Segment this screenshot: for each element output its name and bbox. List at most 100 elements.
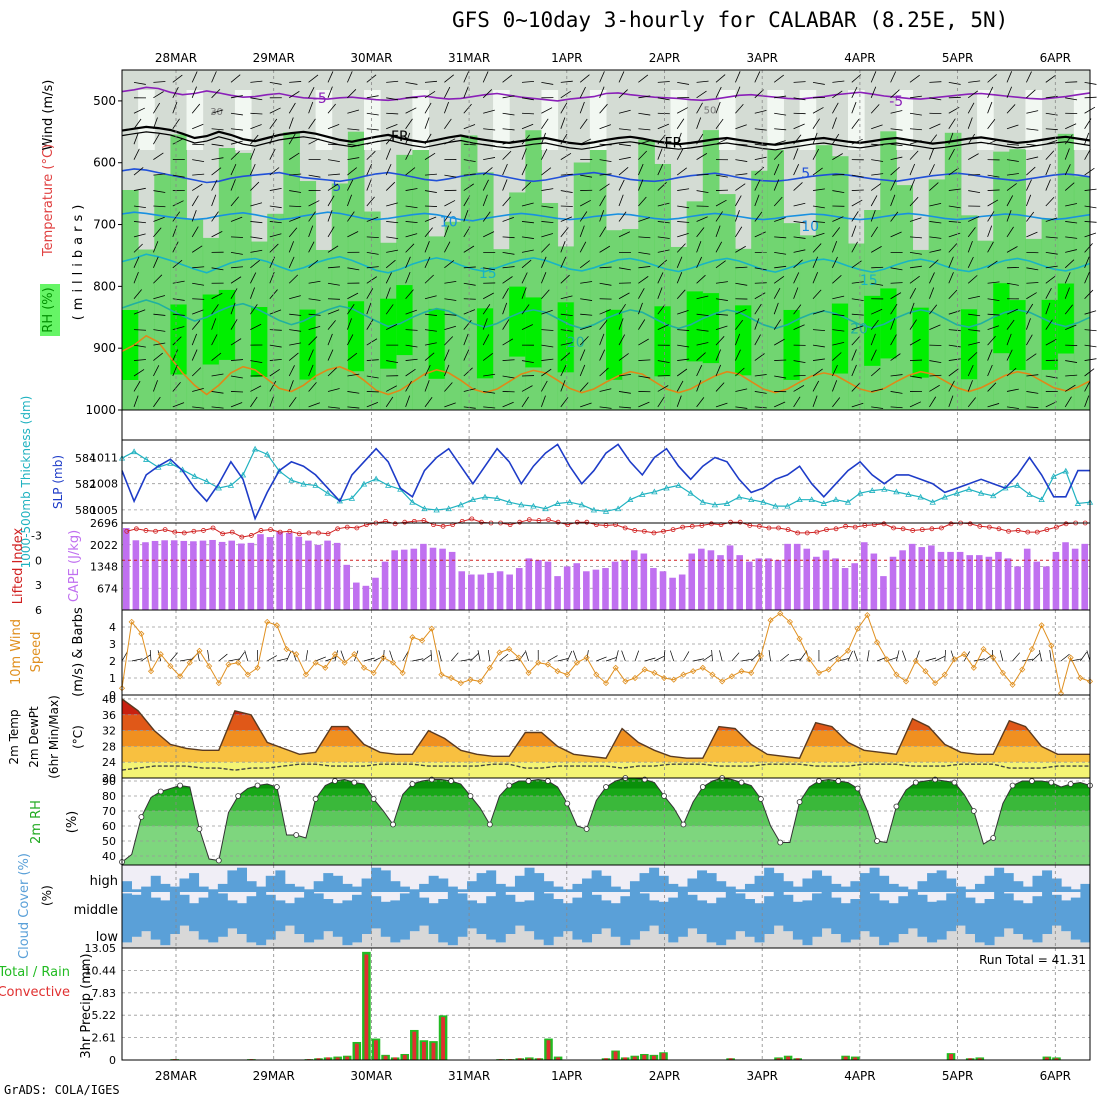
cape-bar (966, 555, 973, 610)
rh-point (1067, 781, 1074, 787)
rh-point (351, 779, 358, 786)
wind-barb (909, 95, 922, 99)
wind-barb (987, 241, 994, 253)
cloud-bar-low (534, 939, 545, 948)
wind-barb (832, 102, 839, 114)
cloud-bar-low (831, 934, 842, 948)
wind-barb (385, 272, 392, 284)
wind-barb (715, 260, 726, 269)
wind-barb (327, 123, 340, 130)
wind-barb (832, 117, 837, 129)
li-point (325, 531, 331, 537)
wind-barb (211, 352, 222, 361)
wind10m-point (138, 630, 145, 637)
wind-barb (696, 295, 709, 300)
wind-barb (405, 167, 416, 176)
wind10m-point (409, 634, 416, 641)
cloud-bar-middle (716, 897, 727, 920)
wind-barb (832, 397, 841, 408)
rh-cell (783, 309, 801, 380)
wind-barb (230, 179, 236, 191)
wind-barb (366, 128, 379, 131)
wind-barb (987, 403, 1000, 408)
wind-barb (1026, 406, 1039, 409)
rh-cell (364, 211, 381, 410)
date-tick-label-bottom: 5APR (942, 1069, 973, 1083)
cloud-bar-high (783, 881, 794, 892)
cloud-bar-middle (1051, 894, 1062, 920)
cloud-bar-high (773, 873, 784, 892)
wind-barb (502, 112, 515, 116)
wind-barb (987, 174, 1000, 178)
credit-label: GrADS: COLA/IGES (4, 1083, 120, 1097)
cape-bar (295, 536, 303, 610)
wind-barb (211, 157, 224, 161)
wind-barb (133, 395, 139, 408)
cloud-bar-low-fill (994, 920, 1005, 937)
cloud-bar-low (706, 942, 717, 948)
wind-barb (948, 289, 958, 300)
wind-barb (172, 101, 178, 114)
wind-barb (851, 281, 864, 284)
wind-barb (618, 267, 631, 271)
wind-barb (812, 395, 818, 408)
wind-barb (444, 336, 454, 346)
wind-barb (308, 260, 319, 269)
cloud-bar-high (984, 875, 995, 892)
thickness-point (203, 478, 210, 484)
li-point (852, 524, 858, 530)
cape-bar (784, 543, 791, 610)
pressure-tick-label: 600 (93, 156, 116, 170)
thickness-point (784, 502, 791, 509)
date-tick-label-bottom: 4APR (844, 1069, 875, 1083)
wind10m-point (1048, 642, 1055, 649)
cloud-bar-high (323, 873, 334, 892)
cloud-bar-high (792, 886, 803, 892)
cloud-bar-low-fill (582, 920, 593, 943)
wind-barb (405, 344, 418, 348)
wind-barb (308, 118, 316, 129)
rh-band (122, 788, 1090, 796)
wind-barb (502, 401, 514, 408)
wind-barb (482, 334, 490, 346)
wind-barb (1086, 650, 1091, 662)
wind10m-point (941, 671, 948, 678)
wind-barb (366, 288, 374, 299)
wind-barb (121, 651, 128, 662)
rh-cell (767, 90, 784, 150)
wind-barb (131, 658, 143, 662)
cloud-bar-low (936, 939, 947, 948)
thickness-point (663, 484, 670, 491)
slp-tick-label: 1005 (90, 504, 118, 517)
precip-bar-convective (335, 1057, 340, 1060)
thickness-point (276, 467, 283, 474)
wind-barb (851, 189, 864, 191)
cloud-bar-low-fill (725, 920, 736, 940)
wind-barb (715, 313, 728, 316)
cloud-bar-low-fill (936, 920, 947, 940)
wind-barb (133, 359, 146, 361)
wind-barb (482, 71, 489, 83)
wind-barb (812, 329, 825, 332)
thickness-point (191, 472, 198, 479)
wind-barb (541, 309, 553, 315)
cloud-bar-low-fill (304, 920, 315, 943)
wind-barb (560, 365, 567, 377)
wind-barb (793, 202, 806, 207)
wind-barb (521, 360, 534, 364)
rh-point (312, 796, 319, 802)
wind-barb (1049, 650, 1052, 662)
wind-barb (560, 295, 573, 300)
wind-barb (890, 282, 903, 284)
cloud-bar-low-fill (409, 920, 420, 932)
wind-barb (832, 174, 845, 176)
wind-barb (499, 653, 509, 662)
wind-barb (735, 367, 745, 377)
wind-barb (696, 90, 707, 99)
cloud-bar-middle (1013, 900, 1024, 920)
wind-barb (288, 396, 297, 408)
wind-barb (605, 657, 617, 662)
wind-barb (754, 128, 767, 131)
wind-barb (596, 656, 607, 662)
precip-bar-convective (383, 1055, 388, 1060)
